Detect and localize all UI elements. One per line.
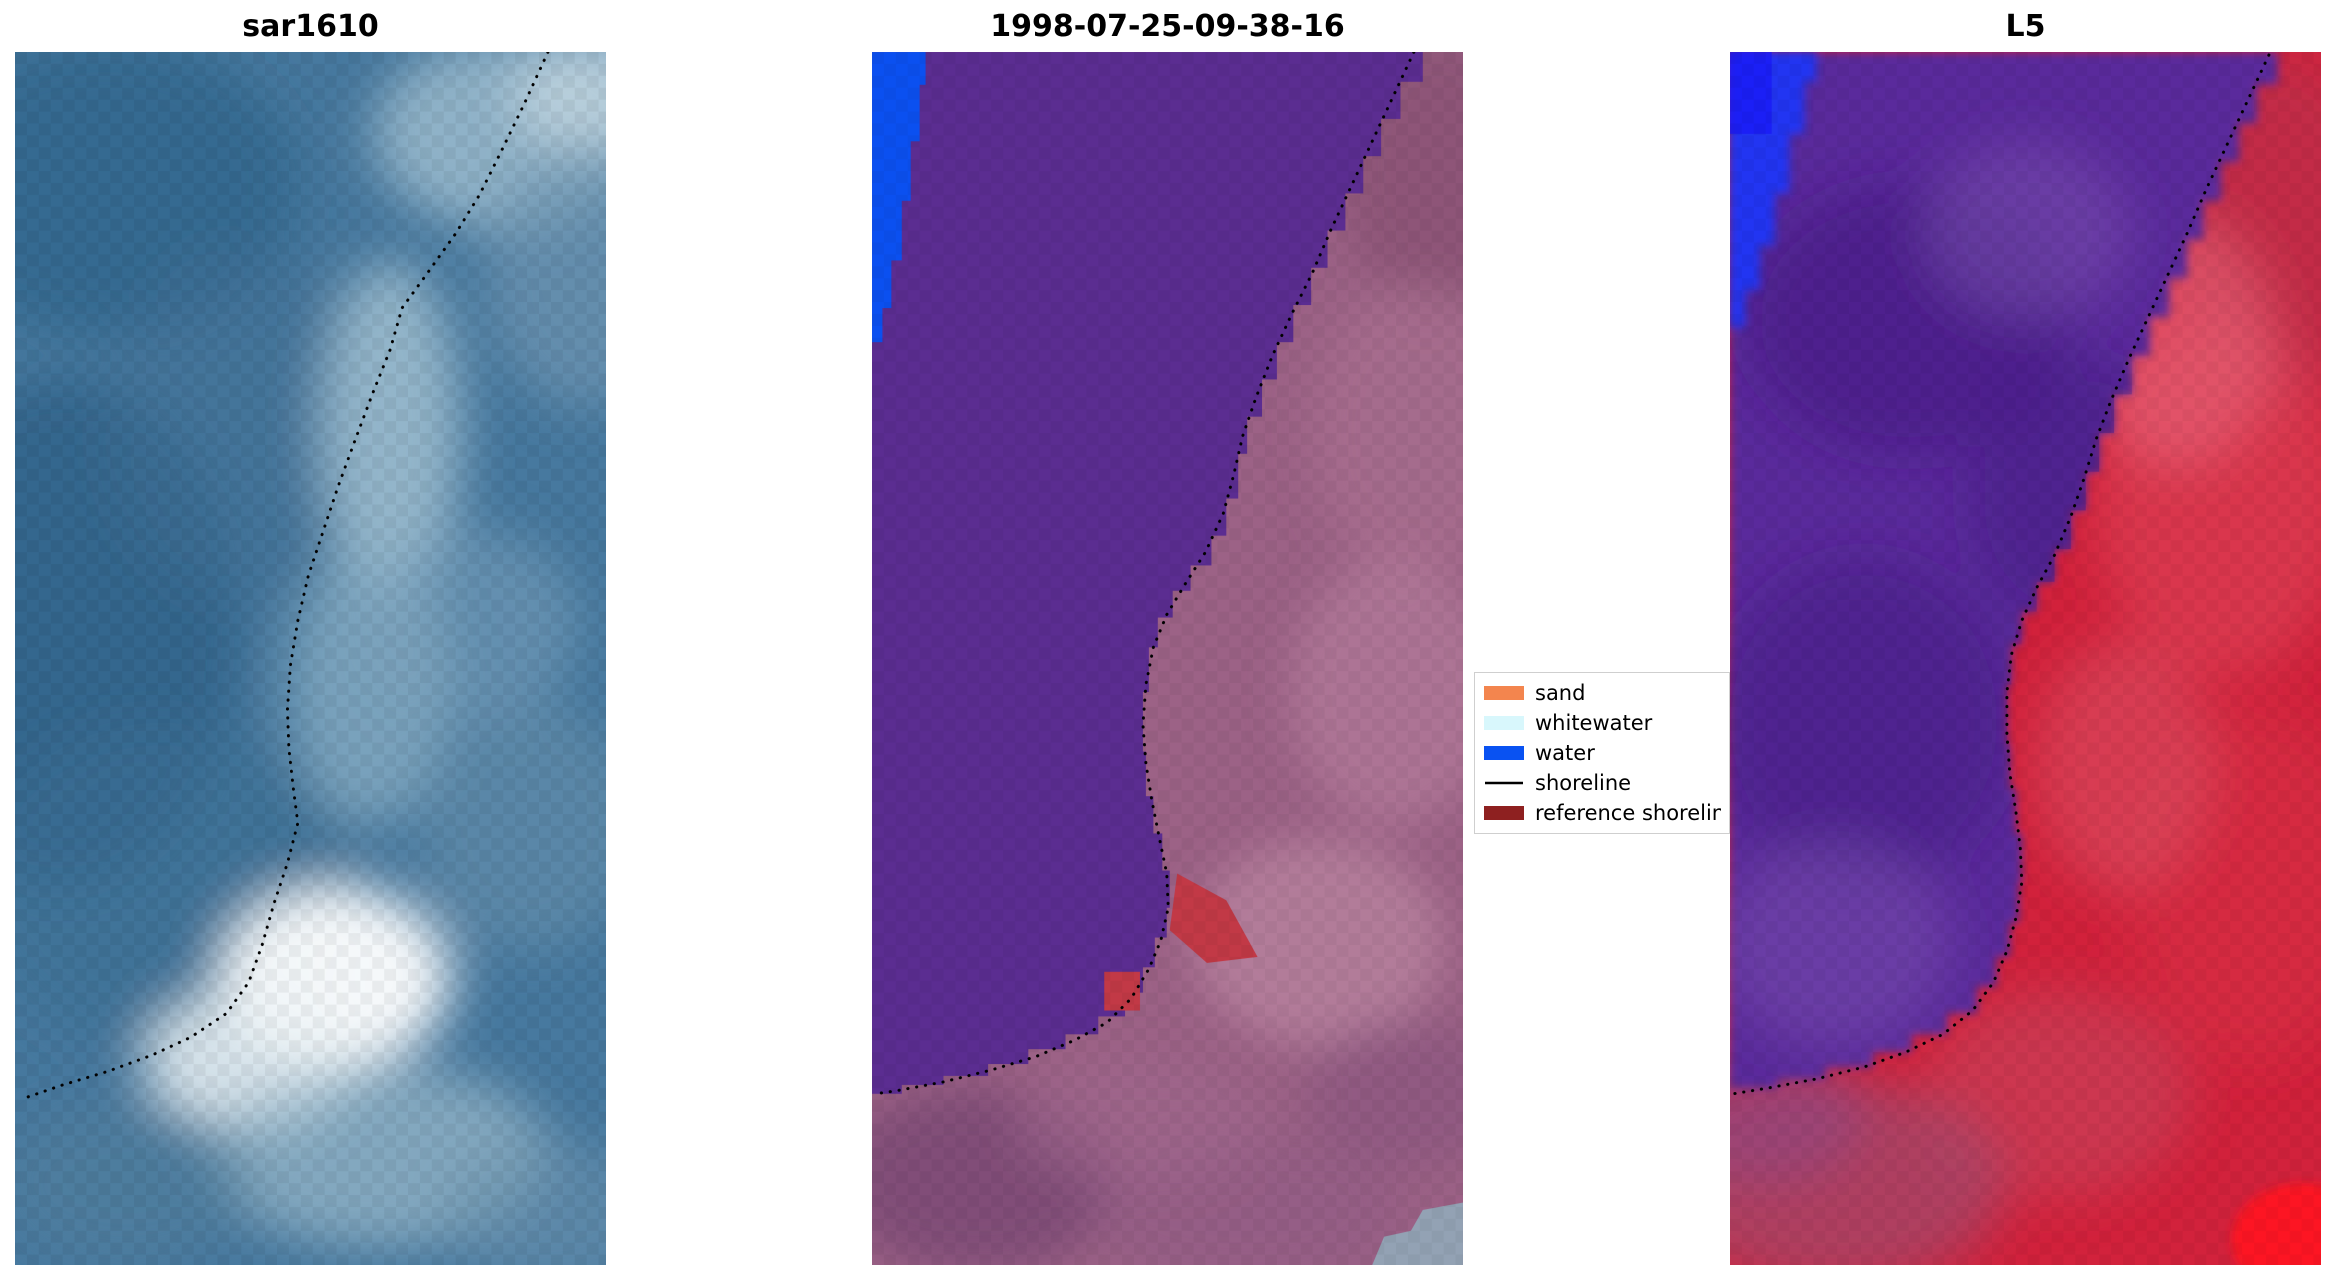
shoreline-dotted-line [873,52,1416,1096]
legend-label-reference-shoreline: reference shoreline [1535,801,1721,825]
panel-sar [15,52,606,1265]
legend-item-whitewater: whitewater [1483,708,1721,738]
panel-title-date: 1998-07-25-09-38-16 [990,9,1345,44]
classified-image [872,52,1463,1265]
legend-label-shoreline: shoreline [1535,771,1632,795]
legend-label-water: water [1535,741,1595,765]
l5-image [1730,52,2321,1265]
whitewater-swatch-icon [1484,716,1524,730]
water-swatch-icon [1484,746,1524,760]
legend-item-shoreline: shoreline [1483,768,1721,798]
panel-classified [872,52,1463,1265]
panel-title-sar1610: sar1610 [242,9,379,44]
shoreline-line-icon [1485,781,1523,785]
legend-item-sand: sand [1483,678,1721,708]
legend-label-whitewater: whitewater [1535,711,1653,735]
shoreline-dotted-line [22,52,550,1100]
reference-shoreline-swatch-icon [1484,806,1524,820]
shoreline-dotted-line [1731,53,2271,1096]
sar-image [15,52,606,1265]
panel-l5 [1730,52,2321,1265]
legend-label-sand: sand [1535,681,1586,705]
legend-item-water: water [1483,738,1721,768]
sand-swatch-icon [1484,686,1524,700]
panel-title-l5: L5 [2005,9,2046,44]
legend: sand whitewater water shoreline referenc… [1474,672,1730,834]
legend-item-reference-shoreline: reference shoreline [1483,798,1721,828]
